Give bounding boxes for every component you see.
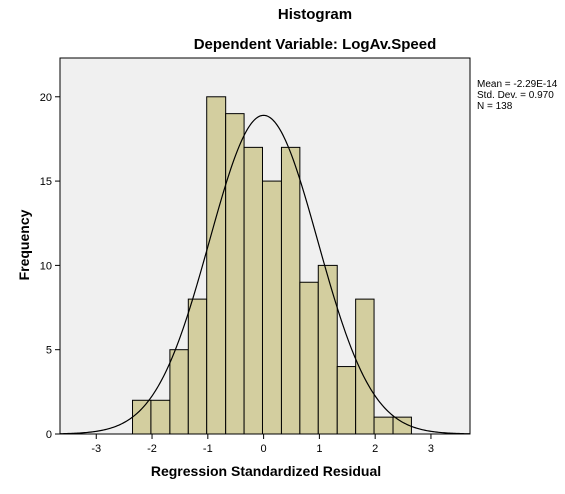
stats-n: N = 138 (477, 101, 513, 112)
x-tick-label: 2 (372, 443, 378, 455)
y-tick-label: 0 (46, 429, 52, 441)
x-tick-label: 3 (428, 443, 434, 455)
x-tick-label: -1 (203, 443, 213, 455)
histogram-bar (261, 180, 282, 435)
histogram-bar (243, 146, 263, 435)
histogram-bar (132, 399, 152, 435)
x-tick-label: -2 (147, 443, 157, 455)
histogram-bar (336, 366, 357, 435)
x-tick-label: 0 (261, 443, 267, 455)
histogram-bar (187, 298, 208, 435)
y-axis: 0 5 10 15 20 (40, 92, 60, 441)
histogram-bar (299, 281, 319, 435)
y-tick-label: 10 (40, 260, 52, 272)
histogram-bar (355, 298, 375, 435)
x-axis-label: Regression Standardized Residual (151, 463, 381, 479)
chart-title: Histogram (277, 6, 353, 23)
histogram-bars (132, 96, 412, 435)
histogram-bar (373, 416, 394, 435)
y-tick-label: 20 (40, 92, 52, 104)
chart-subtitle: Dependent Variable: LogAv.Speed (193, 36, 437, 53)
y-tick-label: 5 (46, 345, 52, 357)
y-axis-label: Frequency (16, 209, 32, 280)
x-tick-label: -3 (91, 443, 101, 455)
histogram-bar (225, 113, 245, 435)
histogram-bar (317, 264, 338, 435)
histogram-bar (392, 416, 412, 435)
stats-std-dev: Std. Dev. = 0.970 (477, 90, 554, 101)
histogram-bar (150, 399, 171, 435)
histogram-bar (280, 146, 301, 435)
stats-legend: Mean = -2.29E-14 Std. Dev. = 0.970 N = 1… (477, 79, 557, 112)
normal-curve (59, 114, 471, 435)
y-tick-label: 15 (40, 176, 52, 188)
histogram-bar (169, 349, 189, 435)
x-axis: -3 -2 -1 0 1 2 3 (91, 434, 434, 455)
stats-mean: Mean = -2.29E-14 (477, 79, 558, 90)
histogram-bar (206, 96, 227, 435)
x-tick-label: 1 (316, 443, 322, 455)
